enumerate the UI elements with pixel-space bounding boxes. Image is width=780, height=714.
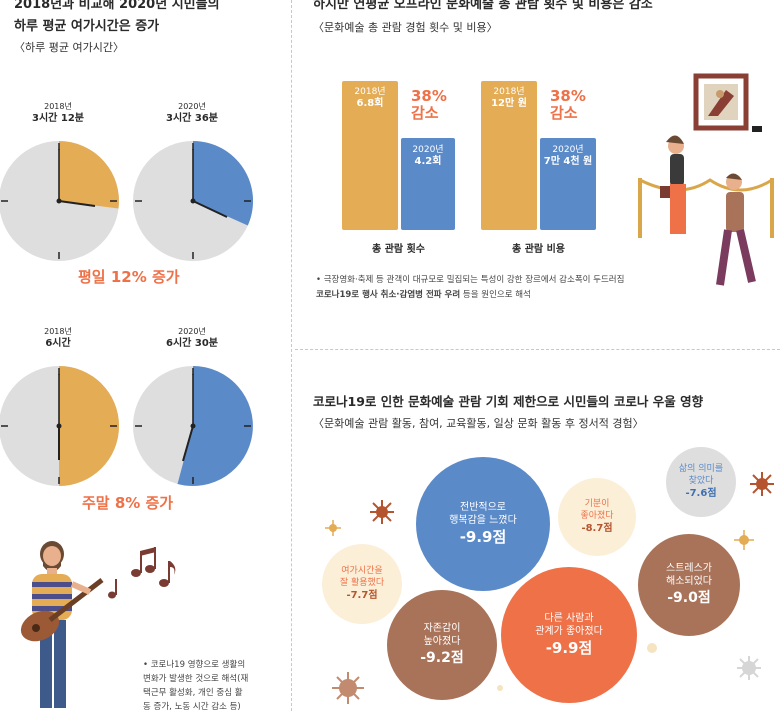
bar-count-2018: [342, 81, 398, 230]
left-subtitle: 〈하루 평균 여가시간〉: [14, 41, 124, 54]
weekend-clocks: [0, 366, 253, 486]
bubble-relationships: 다른 사람과 관계가 좋아졌다 -9.9점: [501, 567, 637, 703]
bar-cost-2020-label: 2020년 7만 4천 원: [543, 145, 593, 167]
decorative-virus-icons: [325, 472, 774, 704]
left-title-line1: 2018년과 비교해 2020년 시민들의: [14, 0, 220, 12]
bubble-leisure: 여가시간을 잘 활용했다 -7.7점: [322, 544, 402, 624]
bubble-stress: 스트레스가 해소되었다 -9.0점: [638, 534, 740, 636]
weekday-clocks: [0, 141, 254, 261]
clock-label-weekend-2020: 2020년 6시간 30분: [166, 327, 218, 349]
bar-cost-2020: [540, 138, 596, 230]
bar-count-2020: [401, 138, 455, 230]
bubble-meaning: 삶의 의미를 찾았다 -7.6점: [666, 447, 736, 517]
left-note: • 코로나19 영향으로 생활의 변화가 발생한 것으로 해석(재 택근무 활성…: [143, 660, 249, 712]
category-count: 총 관람 횟수: [372, 244, 425, 255]
right-top-note-line1: • 극장영화·축제 등 관객이 대규모로 밀집되는 특성이 강한 장르에서 감소…: [316, 275, 625, 285]
weekend-result: 주말 8% 증가: [82, 494, 174, 512]
virus-icon: [750, 472, 774, 496]
right-top-subtitle: 〈문화예술 총 관람 경험 횟수 및 비용〉: [313, 21, 498, 34]
horizontal-divider: [295, 349, 780, 350]
music-notes-icon: [108, 547, 176, 599]
virus-icon: [325, 520, 341, 536]
clock-icon: [0, 141, 119, 261]
clock-icon: [133, 141, 254, 261]
bubble-self-esteem: 자존감이 높아졌다 -9.2점: [387, 590, 497, 700]
virus-icon: [734, 530, 754, 550]
museum-visitors-illustration: [638, 73, 774, 286]
cost-decrease-pct: 38% 감소: [550, 87, 586, 122]
bar-cost-2018-label: 2018년 12만 원: [491, 87, 527, 109]
virus-icon: [737, 656, 761, 680]
weekday-result: 평일 12% 증가: [78, 268, 180, 286]
right-bottom-title: 코로나19로 인한 문화예술 관람 기회 제한으로 시민들의 코로나 우울 영향: [313, 394, 704, 409]
virus-icon: [332, 672, 364, 704]
bubble-happiness: 전반적으로 행복감을 느꼈다 -9.9점: [416, 457, 550, 591]
clock-label-weekday-2020: 2020년 3시간 36분: [166, 102, 218, 124]
right-top-title: 하지만 연평균 오프라인 문화예술 총 관람 횟수 및 비용은 감소: [313, 0, 653, 12]
virus-icon: [370, 500, 394, 524]
right-top-note-line2: 코로나19로 행사 취소·감염병 전파 우려 등을 원인으로 해석: [316, 290, 531, 300]
clock-label-weekday-2018: 2018년 3시간 12분: [32, 102, 84, 124]
bar-count-2018-label: 2018년 6.8회: [354, 87, 386, 109]
category-cost: 총 관람 비용: [512, 244, 565, 255]
guitarist-illustration: [20, 541, 104, 708]
bar-count-2020-label: 2020년 4.2회: [412, 145, 444, 167]
count-decrease-pct: 38% 감소: [411, 87, 447, 122]
left-title-line2: 하루 평균 여가시간은 증가: [14, 19, 160, 34]
vertical-divider: [291, 0, 292, 711]
bubble-mood: 기분이 좋아졌다 -8.7점: [558, 478, 636, 556]
right-bottom-subtitle: 〈문화예술 관람 활동, 참여, 교육활동, 일상 문화 활동 후 정서적 경험…: [313, 417, 644, 430]
bar-cost-2018: [481, 81, 537, 230]
clock-icon: [0, 366, 119, 486]
clock-label-weekend-2018: 2018년 6시간: [44, 327, 72, 349]
clock-icon: [133, 366, 253, 486]
